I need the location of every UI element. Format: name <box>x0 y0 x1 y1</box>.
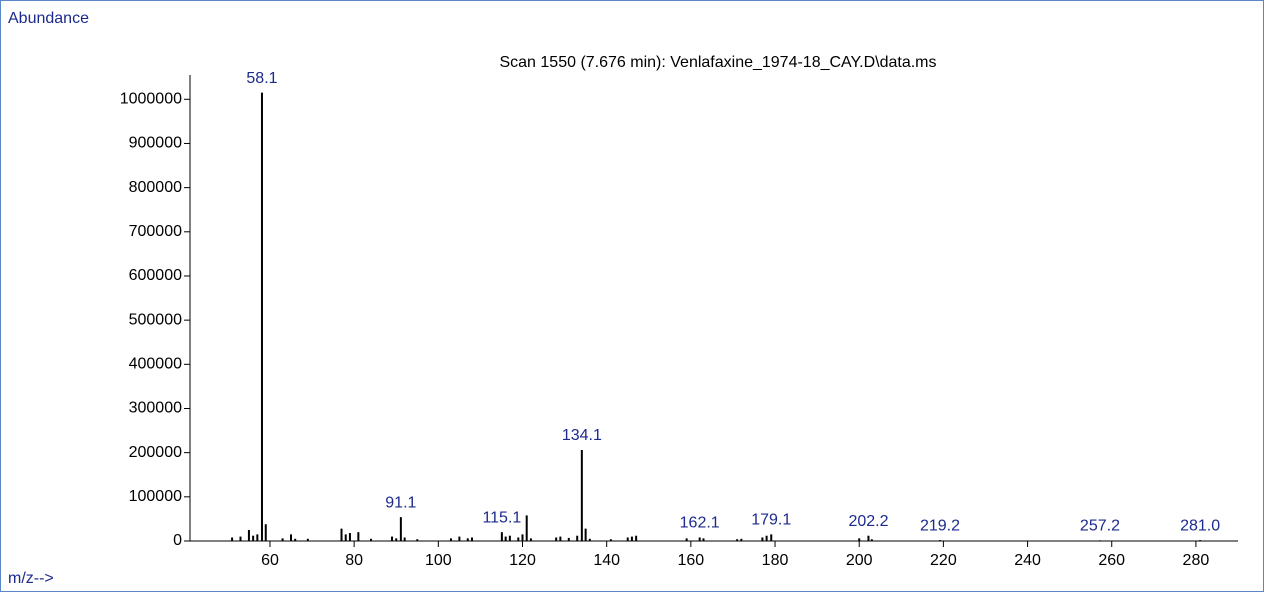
y-tick-label: 600000 <box>129 267 182 284</box>
peak-label: 281.0 <box>1180 517 1220 534</box>
peak-label: 134.1 <box>562 427 602 444</box>
peak-label: 162.1 <box>680 515 720 532</box>
y-tick-label: 300000 <box>129 400 182 417</box>
x-tick-label: 240 <box>1014 552 1041 569</box>
peak-label: 202.2 <box>848 513 888 530</box>
y-tick-label: 200000 <box>129 444 182 461</box>
x-axis-label: m/z--> <box>8 570 54 587</box>
y-tick-label: 0 <box>173 532 182 549</box>
x-tick-label: 60 <box>261 552 279 569</box>
y-tick-label: 1000000 <box>120 91 182 108</box>
y-tick-label: 800000 <box>129 179 182 196</box>
x-tick-label: 220 <box>930 552 957 569</box>
x-tick-label: 200 <box>846 552 873 569</box>
y-tick-label: 400000 <box>129 356 182 373</box>
x-tick-label: 160 <box>677 552 704 569</box>
x-tick-label: 260 <box>1098 552 1125 569</box>
x-tick-label: 180 <box>762 552 789 569</box>
y-tick-label: 100000 <box>129 488 182 505</box>
x-tick-label: 280 <box>1183 552 1210 569</box>
x-tick-label: 140 <box>593 552 620 569</box>
peak-label: 257.2 <box>1080 518 1120 535</box>
y-tick-label: 500000 <box>129 311 182 328</box>
peak-label: 179.1 <box>751 512 791 529</box>
peak-label: 91.1 <box>385 494 416 511</box>
y-tick-label: 700000 <box>129 223 182 240</box>
x-tick-label: 100 <box>425 552 452 569</box>
x-tick-label: 120 <box>509 552 536 569</box>
y-tick-label: 900000 <box>129 135 182 152</box>
chart-title: Scan 1550 (7.676 min): Venlafaxine_1974-… <box>499 54 936 71</box>
peak-label: 115.1 <box>482 509 521 526</box>
peak-label: 58.1 <box>246 70 277 87</box>
x-tick-label: 80 <box>345 552 363 569</box>
peak-label: 219.2 <box>920 517 960 534</box>
y-axis-label: Abundance <box>8 10 89 27</box>
